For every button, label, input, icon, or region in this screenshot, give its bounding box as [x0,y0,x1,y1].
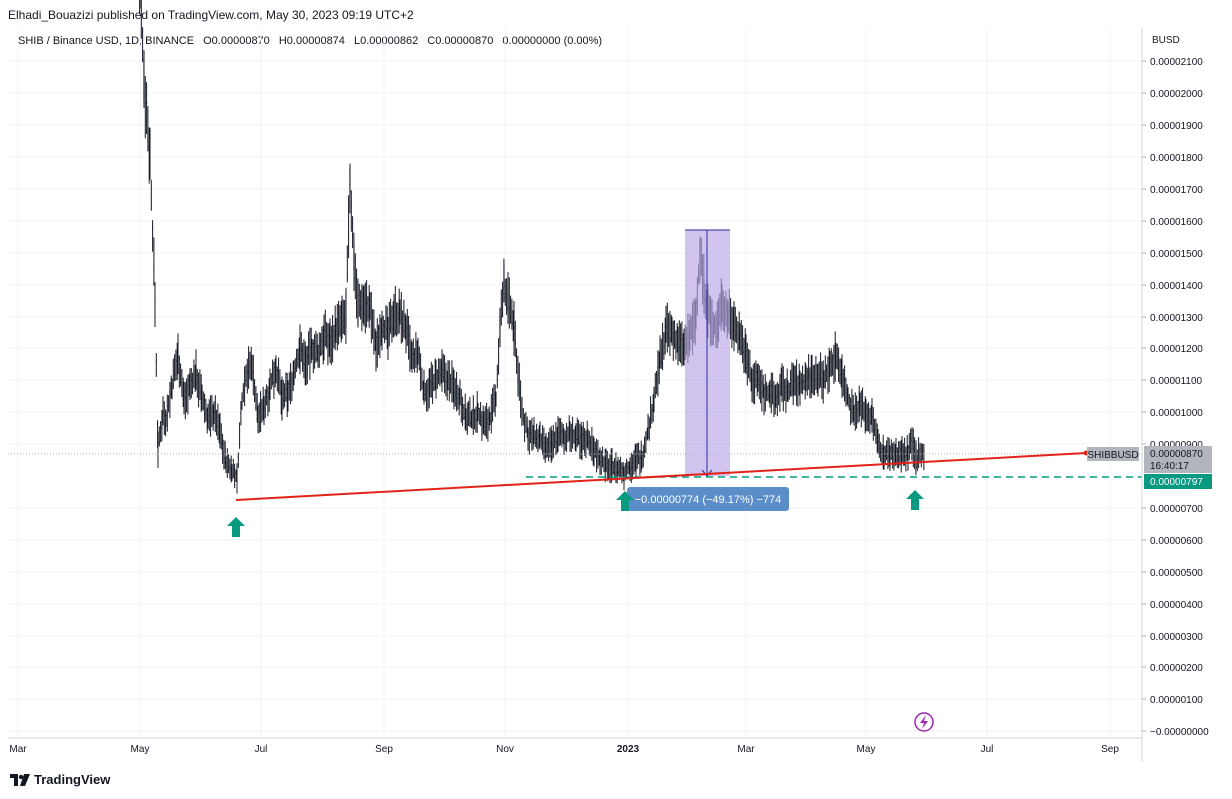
symbol-badge [1087,447,1139,461]
price-tick-label: 0.00001500 [1150,249,1203,260]
legend-symbol[interactable]: SHIB / Binance USD, 1D, BINANCE [18,35,195,47]
price-axis[interactable]: 0.00002100 0.00002000 0.00001900 0.00001800… [1142,57,1209,738]
symbol-legend: SHIB / Binance USD, 1D, BINANCE O0.00000… [18,35,608,47]
up-arrow-icon[interactable] [616,491,634,511]
footer-brand-text: TradingView [34,772,111,787]
price-tick-label: 0.00000900 [1150,440,1203,451]
chart-grid [8,28,1142,738]
symbol-badge-text: SHIBBUSD [1087,450,1138,461]
price-tick-label: 0.00000200 [1150,663,1203,674]
countdown-text: 16:40:17 [1150,461,1189,472]
price-tick-label: 0.00000400 [1150,600,1203,611]
price-tick-label: −0.00000000 [1150,727,1209,738]
trendline[interactable] [235,452,1087,501]
price-tick-label: 0.00000100 [1150,695,1203,706]
legend-high: H0.00000874 [278,35,345,47]
price-tick-label: 0.00001600 [1150,217,1203,228]
price-tick-label: 0.00001300 [1150,313,1203,324]
time-tick-label: Jul [255,744,268,755]
price-tick-label: 0.00002000 [1150,89,1203,100]
footer-brand: TradingView [10,772,110,787]
up-arrow-icon[interactable] [227,517,245,537]
price-tick-label: 0.00000300 [1150,632,1203,643]
time-tick-label: May [857,744,876,755]
time-tick-label: Nov [496,744,514,755]
last-price-text: 0.00000870 [1150,449,1203,460]
support-price-badge [1144,474,1212,489]
time-tick-label: Mar [737,744,755,755]
measure-label-text: −0.00000774 (−49.17%) −774 [635,494,782,506]
measure-label-bg [627,487,789,511]
time-axis[interactable]: Mar May Jul Sep Nov 2023 Mar May Jul Sep [9,744,1119,755]
price-tick-label: 0.00001900 [1150,121,1203,132]
support-price-text: 0.00000797 [1150,477,1203,488]
legend-open: O0.00000870 [203,35,270,47]
legend-change: 0.00000000 (0.00%) [502,35,603,47]
publish-header: Elhadi_Bouazizi published on TradingView… [8,8,414,22]
tradingview-logo-icon [10,773,30,786]
up-arrow-icon[interactable] [906,490,924,510]
price-tick-label: 0.00000500 [1150,568,1203,579]
time-tick-label: Jul [981,744,994,755]
measure-label: −0.00000774 (−49.17%) −774 [627,487,789,511]
price-tick-label: 0.00001700 [1150,185,1203,196]
legend-close: C0.00000870 [427,35,494,47]
last-price-badge [1144,446,1212,473]
price-tick-label: 0.00001100 [1150,376,1203,387]
currency-label: BUSD [1152,35,1180,46]
measure-arrow-icon [701,469,713,477]
drawing-layer: −0.00000774 (−49.17%) −774 [8,229,1142,537]
legend-low: L0.00000862 [353,35,419,47]
price-tick-label: 0.00001400 [1150,281,1203,292]
time-tick-label: Sep [375,744,393,755]
price-tick-label: 0.00002100 [1150,57,1203,68]
price-tick-label: 0.00000700 [1150,504,1203,515]
time-tick-label: Sep [1101,744,1119,755]
price-tick-label: 0.00001000 [1150,408,1203,419]
price-tick-label: 0.00001800 [1150,153,1203,164]
time-tick-label: May [131,744,150,755]
candle-series [139,0,925,494]
lightning-icon[interactable] [914,712,934,732]
price-tick-label: 0.00001200 [1150,344,1203,355]
time-tick-label: Mar [9,744,27,755]
price-tick-label: 0.00000600 [1150,536,1203,547]
time-tick-label: 2023 [617,744,640,755]
